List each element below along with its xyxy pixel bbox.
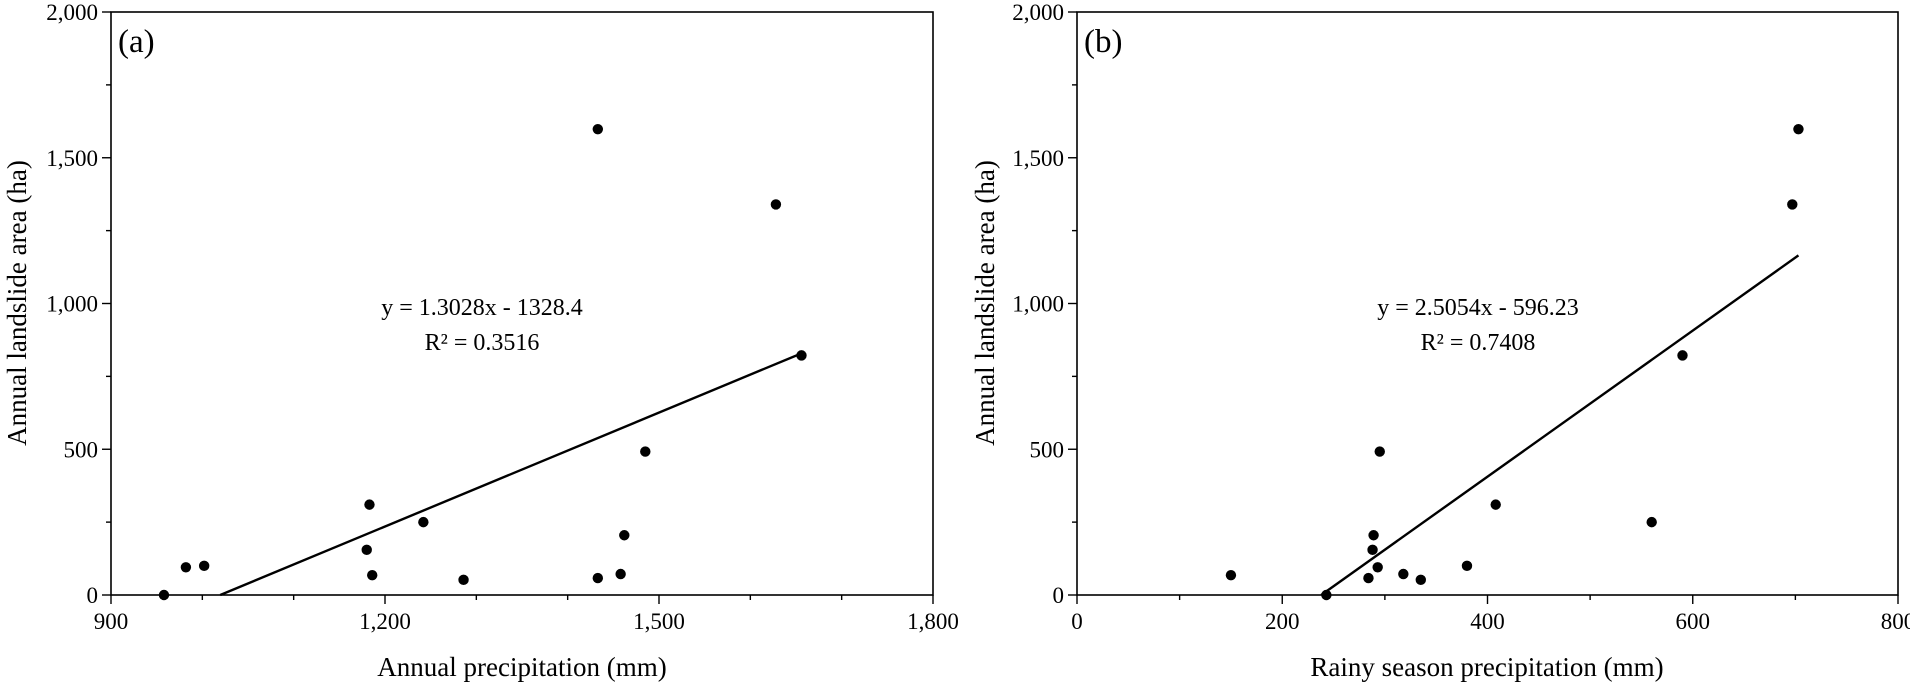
panel-a-y-tick-label: 2,000 [46,0,98,25]
panel-b-data-point [1793,123,1804,135]
panel-a-data-point [418,516,429,528]
panel-a-data-point [796,350,807,361]
panel-a-data-point [198,560,210,572]
panel-a-equation: y = 1.3028x - 1328.4 [381,295,583,321]
panel-a-data-point [458,574,469,586]
panel-a-x-tick-label: 1,500 [633,609,685,634]
panel-a: 900 1,200 1,500 1,800 0 500 1,000 1,500 2,000 (… [2,0,959,682]
panel-b-x-tick-label: 800 [1881,609,1910,634]
panel-a-y-tick-label: 500 [64,437,99,462]
panel-a-data-point [180,562,192,573]
panel-b-data-point [1363,572,1374,584]
panel-a-x-tick-label: 1,800 [907,609,959,634]
panel-a-data-point [592,123,604,135]
panel-a-x-tick-label: 900 [94,609,129,634]
panel-a-y-tick-label: 1,500 [46,146,98,171]
panel-a-r-squared: R² = 0.3516 [425,330,540,356]
panel-b-x-tick-label: 0 [1071,609,1083,634]
panel-a-data-point [367,569,378,581]
panel-a-x-tick-label: 1,200 [359,609,411,634]
panel-a-data-point [615,568,626,580]
panel-b-y-tick-label: 0 [1053,583,1065,608]
panel-b-label: (b) [1084,24,1122,60]
panel-a-data-point [592,572,604,584]
panel-b-y-tick-label: 2,000 [1012,0,1064,25]
panel-b-ticks [1068,11,1899,604]
panel-b-data-point [1398,568,1409,580]
panel-b-y-tick-label: 500 [1030,437,1065,462]
panel-b-x-tick-label: 200 [1265,609,1300,634]
panel-b-y-tick-labels: 0 500 1,000 1,500 2,000 [1012,0,1064,608]
panel-a-y-tick-label: 0 [87,583,99,608]
panel-b-y-tick-label: 1,500 [1012,146,1064,171]
panel-b-data-points [1225,123,1804,601]
panel-a-label: (a) [118,24,155,60]
panel-b-data-point [1368,530,1379,541]
panel-b-trendline [1320,254,1800,596]
panel-a-data-point [361,544,372,556]
panel-a-data-point [640,446,651,457]
panel-b-data-point [1677,350,1688,361]
panel-b: 0 200 400 600 800 0 500 1,000 1,500 2,000 (b) y … [970,0,1910,682]
panel-a-data-point [770,199,782,210]
panel-b-data-point [1225,569,1237,581]
panel-a-y-tick-labels: 0 500 1,000 1,500 2,000 [46,0,98,608]
panel-a-data-point [619,530,630,541]
panel-a-trendline [219,352,802,597]
panel-a-ticks [102,11,934,604]
panel-b-y-tick-label: 1,000 [1012,292,1064,317]
panel-b-data-point [1367,544,1378,556]
panel-b-x-tick-label: 400 [1470,609,1505,634]
panel-b-data-point [1415,574,1426,586]
panel-a-x-axis-title: Annual precipitation (mm) [377,652,666,682]
panel-a-y-axis-title: Annual landslide area (ha) [2,160,32,446]
panel-b-r-squared: R² = 0.7408 [1421,330,1536,356]
panel-b-data-point [1374,446,1385,457]
panel-a-x-tick-labels: 900 1,200 1,500 1,800 [94,609,959,634]
panel-a-data-point [158,589,170,601]
panel-a-data-point [364,499,375,510]
panel-b-data-point [1321,589,1332,601]
panel-b-data-point [1461,560,1473,572]
panel-b-x-axis-title: Rainy season precipitation (mm) [1310,652,1663,682]
panel-b-data-point [1490,499,1501,510]
panel-b-data-point [1787,199,1798,210]
panel-a-y-tick-label: 1,000 [46,292,98,317]
panel-b-equation: y = 2.5054x - 596.23 [1377,295,1579,321]
panel-b-x-tick-labels: 0 200 400 600 800 [1071,609,1910,634]
panel-b-y-axis-title: Annual landslide area (ha) [970,160,1000,446]
panel-a-data-points [158,123,807,601]
panel-b-data-point [1372,562,1383,573]
panel-b-data-point [1646,516,1657,528]
panel-b-x-tick-label: 600 [1676,609,1711,634]
